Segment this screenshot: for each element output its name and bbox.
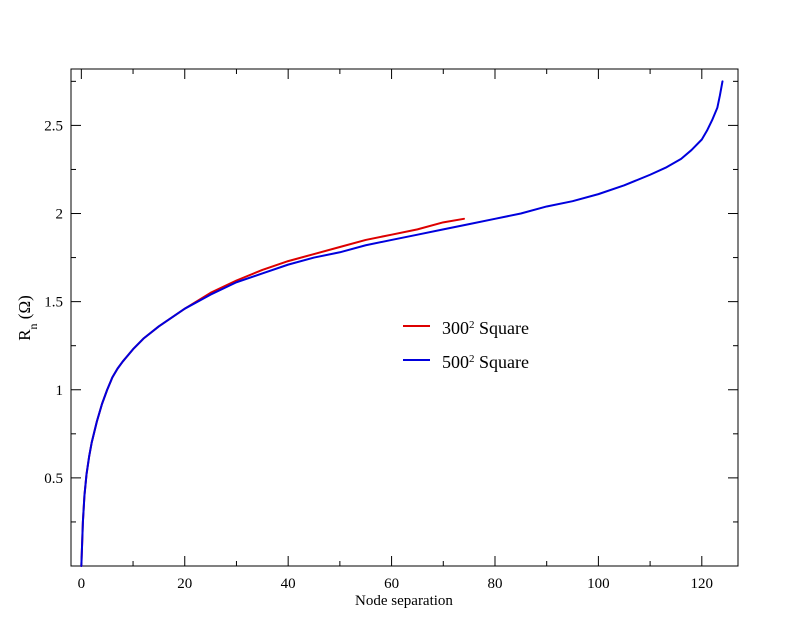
y-tick-label: 2 <box>56 207 64 223</box>
legend: 3002 Square 5002 Square <box>403 318 529 372</box>
series-layer <box>80 80 724 567</box>
x-tick-label: 60 <box>384 576 399 592</box>
y-axis-label: Rn (Ω) <box>15 295 40 341</box>
x-tick-label: 120 <box>691 576 714 592</box>
y-tick-label: 2.5 <box>44 118 63 134</box>
series-line-500-square <box>80 80 724 567</box>
x-tick-label: 100 <box>587 576 610 592</box>
plot-frame <box>70 68 739 567</box>
x-axis-ticks: 0 20 40 60 80 100 120 <box>78 69 713 592</box>
x-tick-label: 40 <box>281 576 296 592</box>
y-tick-label: 1.5 <box>44 295 63 311</box>
x-tick-label: 20 <box>177 576 192 592</box>
y-axis-label-sub: n <box>26 323 40 329</box>
legend-label-500-square: 5002 Square <box>442 352 529 372</box>
y-axis-label-unit: (Ω) <box>15 295 34 323</box>
y-tick-label: 0.5 <box>44 471 63 487</box>
y-axis-label-main: R <box>15 329 34 341</box>
legend-label-300-square: 3002 Square <box>442 318 529 338</box>
y-axis-ticks: 0.5 1 1.5 2 2.5 <box>44 80 738 523</box>
y-tick-label: 1 <box>56 383 64 399</box>
x-tick-label: 80 <box>487 576 502 592</box>
x-tick-label: 0 <box>78 576 86 592</box>
x-axis-label: Node separation <box>355 593 453 609</box>
